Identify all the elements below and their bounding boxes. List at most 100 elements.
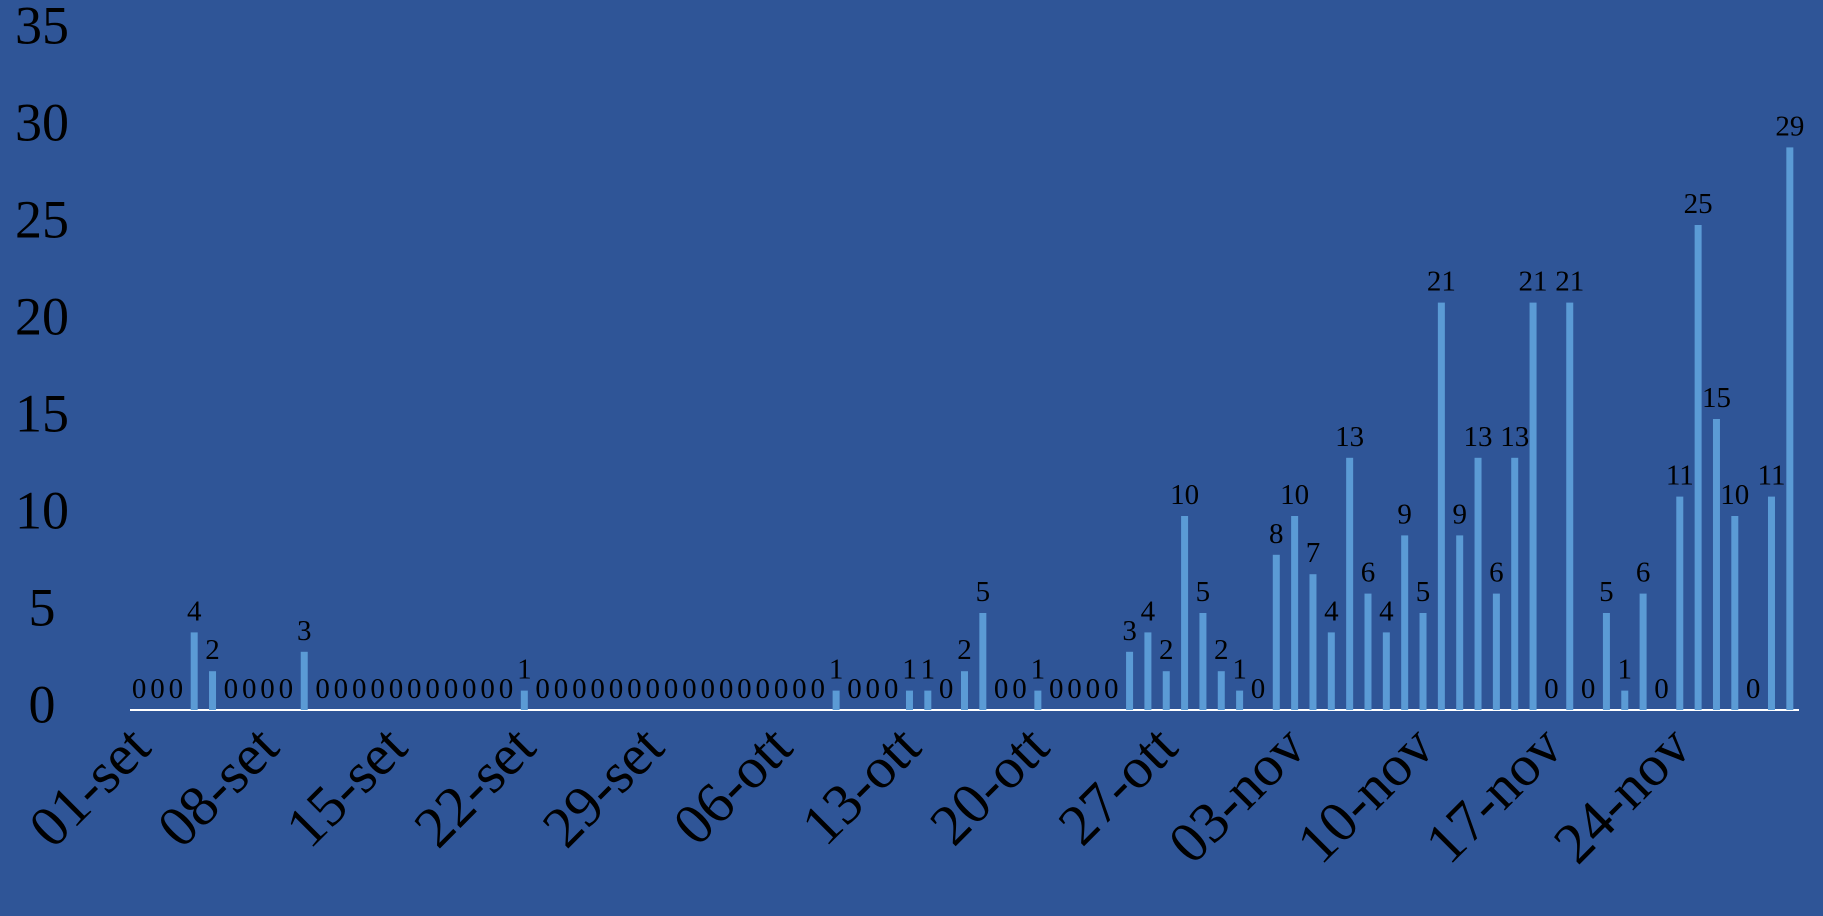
data-label: 3 xyxy=(297,615,312,647)
data-label: 13 xyxy=(1464,421,1493,453)
bar xyxy=(1126,651,1134,710)
bar xyxy=(520,690,528,710)
data-label: 1 xyxy=(921,654,936,686)
bar xyxy=(190,632,198,710)
data-label: 29 xyxy=(1775,110,1804,142)
y-tick-label: 15 xyxy=(15,383,69,443)
data-label: 0 xyxy=(884,673,899,705)
data-label: 6 xyxy=(1361,557,1376,589)
data-label: 8 xyxy=(1269,518,1284,550)
data-label: 0 xyxy=(1251,673,1266,705)
data-label: 0 xyxy=(737,673,752,705)
bar xyxy=(924,690,932,710)
y-tick-label: 0 xyxy=(29,674,56,734)
data-label: 21 xyxy=(1519,266,1548,298)
y-tick-label: 30 xyxy=(15,92,69,152)
data-label: 0 xyxy=(462,673,477,705)
data-label: 21 xyxy=(1555,266,1584,298)
bar xyxy=(1511,457,1519,710)
data-label: 4 xyxy=(1141,595,1156,627)
bar xyxy=(1694,225,1702,710)
bar xyxy=(1401,535,1409,710)
data-label: 0 xyxy=(609,673,624,705)
data-label: 0 xyxy=(499,673,514,705)
data-label: 9 xyxy=(1397,498,1412,530)
bar xyxy=(1712,419,1720,710)
data-label: 10 xyxy=(1720,479,1749,511)
y-tick-label: 10 xyxy=(15,480,69,540)
data-label: 7 xyxy=(1306,537,1321,569)
data-label: 0 xyxy=(1746,673,1761,705)
data-label: 9 xyxy=(1452,498,1467,530)
bar xyxy=(1566,302,1574,710)
data-label: 0 xyxy=(169,673,184,705)
data-label: 0 xyxy=(792,673,807,705)
bar xyxy=(1144,632,1152,710)
data-label: 4 xyxy=(1379,595,1394,627)
data-label: 0 xyxy=(370,673,385,705)
data-label: 0 xyxy=(682,673,697,705)
data-label: 0 xyxy=(572,673,587,705)
data-label: 5 xyxy=(1599,576,1614,608)
data-label: 0 xyxy=(590,673,605,705)
bar xyxy=(832,690,840,710)
bar xyxy=(1676,496,1684,710)
bar xyxy=(1474,457,1482,710)
data-label: 1 xyxy=(1232,654,1247,686)
bar xyxy=(1309,574,1317,710)
data-label: 0 xyxy=(774,673,789,705)
data-label: 0 xyxy=(407,673,422,705)
data-label: 1 xyxy=(902,654,917,686)
bar xyxy=(1639,593,1647,710)
data-label: 0 xyxy=(1104,673,1119,705)
data-label: 0 xyxy=(1049,673,1064,705)
data-label: 0 xyxy=(1654,673,1669,705)
data-label: 1 xyxy=(1031,654,1046,686)
data-label: 0 xyxy=(756,673,771,705)
data-label: 11 xyxy=(1758,460,1786,492)
y-tick-label: 25 xyxy=(15,189,69,249)
data-label: 15 xyxy=(1702,382,1731,414)
data-label: 0 xyxy=(224,673,239,705)
data-label: 2 xyxy=(1159,634,1174,666)
data-label: 13 xyxy=(1335,421,1364,453)
data-label: 10 xyxy=(1280,479,1309,511)
data-label: 0 xyxy=(260,673,275,705)
data-label: 0 xyxy=(811,673,826,705)
data-label: 1 xyxy=(517,654,532,686)
bar xyxy=(1034,690,1042,710)
data-label: 2 xyxy=(205,634,220,666)
data-label: 1 xyxy=(1618,654,1633,686)
y-tick-label: 35 xyxy=(15,0,69,55)
bar xyxy=(1272,554,1280,710)
data-label: 0 xyxy=(994,673,1009,705)
bar xyxy=(209,671,217,710)
data-label: 0 xyxy=(1012,673,1027,705)
bar xyxy=(905,690,913,710)
data-label: 0 xyxy=(700,673,715,705)
bar xyxy=(1456,535,1464,710)
bar xyxy=(1767,496,1775,710)
data-label: 13 xyxy=(1500,421,1529,453)
data-label: 0 xyxy=(1544,673,1559,705)
data-label: 0 xyxy=(444,673,459,705)
bar xyxy=(1437,302,1445,710)
data-label: 0 xyxy=(425,673,440,705)
data-label: 2 xyxy=(957,634,972,666)
data-label: 0 xyxy=(334,673,349,705)
y-tick-label: 5 xyxy=(29,577,56,637)
data-label: 0 xyxy=(554,673,569,705)
data-label: 4 xyxy=(187,595,202,627)
bar xyxy=(961,671,968,710)
bar xyxy=(1217,671,1225,710)
data-label: 0 xyxy=(847,673,862,705)
data-label: 0 xyxy=(719,673,734,705)
bar xyxy=(1419,613,1427,710)
data-label: 25 xyxy=(1684,188,1713,220)
data-label: 5 xyxy=(976,576,991,608)
bar xyxy=(1181,516,1189,710)
data-label: 4 xyxy=(1324,595,1339,627)
data-label: 0 xyxy=(1086,673,1101,705)
data-label: 0 xyxy=(627,673,642,705)
